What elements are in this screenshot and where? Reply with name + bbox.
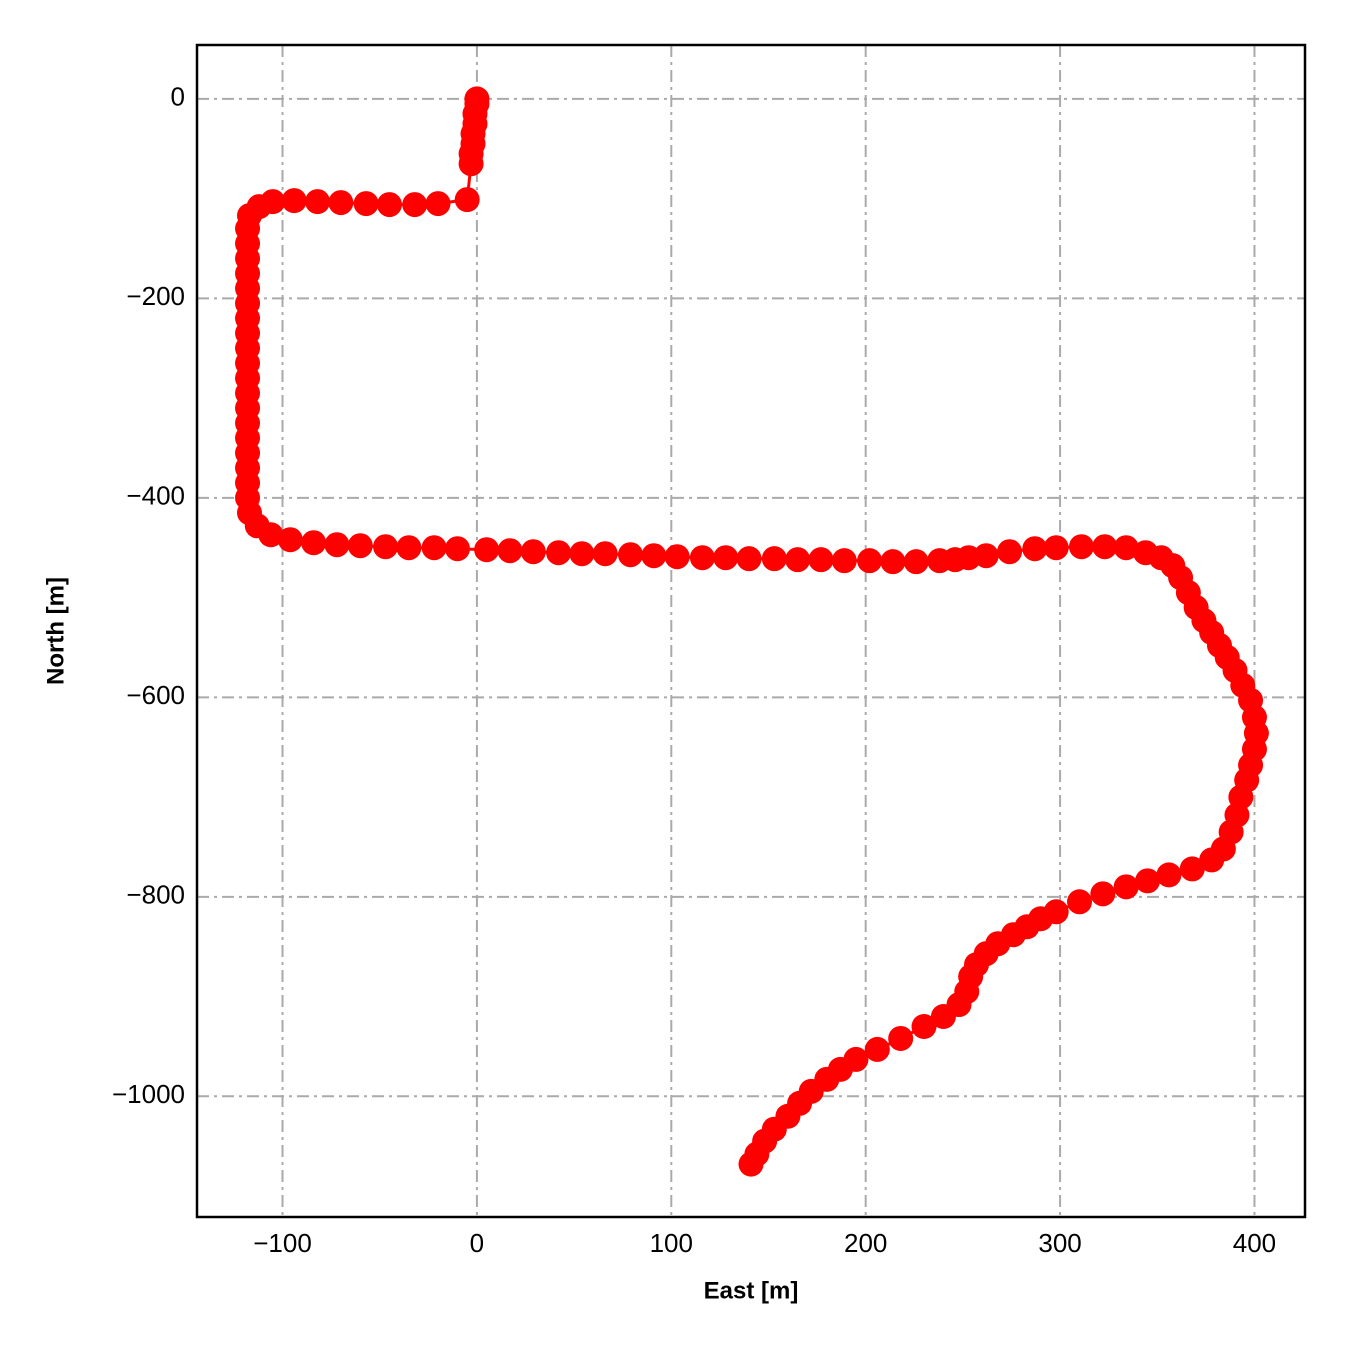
x-tick-label: 200 <box>844 1228 887 1258</box>
marker <box>997 539 1023 565</box>
marker <box>324 532 350 558</box>
marker <box>888 1025 914 1051</box>
marker <box>1043 535 1069 561</box>
marker <box>808 547 834 573</box>
marker <box>301 530 327 556</box>
marker <box>664 544 690 570</box>
marker <box>1067 889 1093 915</box>
marker <box>1179 856 1205 882</box>
marker <box>592 541 618 567</box>
y-tick-label: −400 <box>126 481 185 511</box>
marker <box>1113 535 1139 561</box>
marker <box>864 1036 890 1062</box>
marker <box>425 191 451 217</box>
marker <box>474 537 500 563</box>
marker <box>1135 868 1161 894</box>
marker <box>1092 534 1118 560</box>
y-tick-label: −800 <box>126 880 185 910</box>
marker <box>454 187 480 213</box>
marker <box>444 536 470 562</box>
trajectory-line <box>246 98 1258 1165</box>
marker <box>761 546 787 572</box>
x-tick-label: 0 <box>470 1228 484 1258</box>
marker <box>903 549 929 575</box>
marker <box>973 543 999 569</box>
y-tick-label: −200 <box>126 281 185 311</box>
marker <box>546 540 572 566</box>
y-tick-label: 0 <box>171 82 185 112</box>
marker <box>1022 536 1048 562</box>
marker <box>785 547 811 573</box>
x-axis-label: East [m] <box>704 1277 799 1304</box>
plot-frame <box>195 43 1307 1219</box>
y-tick-label: −1000 <box>112 1079 185 1109</box>
marker <box>880 549 906 575</box>
marker <box>911 1013 937 1039</box>
marker <box>520 539 546 565</box>
marker <box>1068 534 1094 560</box>
marker <box>328 190 354 216</box>
x-tick-label: −100 <box>253 1228 312 1258</box>
y-axis-label: North [m] <box>42 577 69 685</box>
marker <box>617 542 643 568</box>
marker <box>421 535 447 561</box>
y-tick-label: −600 <box>126 680 185 710</box>
marker <box>458 151 484 177</box>
marker <box>857 548 883 574</box>
marker <box>376 192 402 218</box>
marker <box>1090 881 1116 907</box>
x-tick-label: 400 <box>1233 1228 1276 1258</box>
marker <box>402 192 428 218</box>
marker <box>736 546 762 572</box>
marker <box>689 545 715 571</box>
marker <box>373 534 399 560</box>
marker <box>713 545 739 571</box>
x-tick-label: 100 <box>650 1228 693 1258</box>
marker <box>1156 862 1182 888</box>
x-tick-label: 300 <box>1038 1228 1081 1258</box>
marker <box>738 1151 764 1177</box>
marker <box>930 1004 956 1030</box>
marker <box>831 548 857 574</box>
marker <box>347 533 373 559</box>
marker <box>396 535 422 561</box>
marker <box>641 543 667 569</box>
marker <box>277 527 303 553</box>
marker <box>569 541 595 567</box>
marker <box>1113 874 1139 900</box>
marker <box>305 189 331 215</box>
marker <box>258 522 284 548</box>
marker <box>281 188 307 214</box>
marker <box>497 538 523 564</box>
marker <box>1199 847 1225 873</box>
marker <box>353 191 379 217</box>
